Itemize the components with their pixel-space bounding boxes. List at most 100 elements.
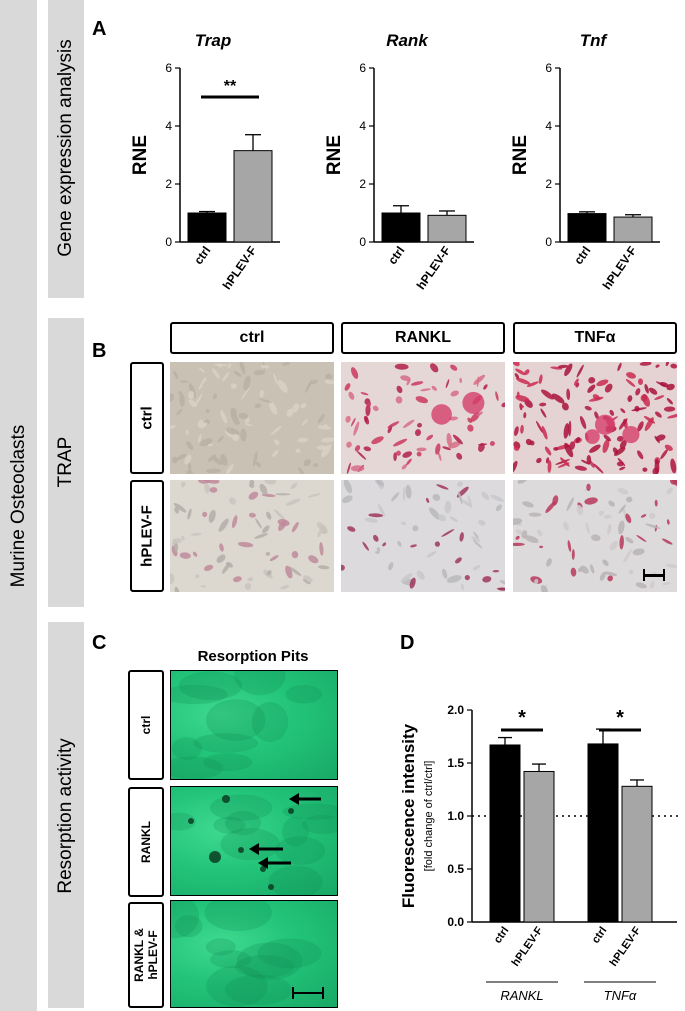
cell-mark (259, 398, 273, 403)
resorption-pit (188, 818, 194, 824)
y-tick-label: 2 (165, 177, 172, 191)
cell-mark (445, 379, 450, 389)
cell-mark (229, 497, 236, 505)
cell-mark (175, 538, 182, 544)
cell-mark (642, 467, 648, 472)
cell-mark (452, 434, 463, 445)
cell-mark (634, 405, 640, 412)
arrow-head (249, 843, 259, 855)
cell-mark (570, 567, 577, 577)
panel-letter-d: D (400, 632, 415, 654)
cell-mark (516, 391, 520, 398)
cell-mark (585, 522, 590, 534)
cell-mark (566, 497, 575, 511)
cell-mark (471, 536, 481, 542)
trap-column-header-rankl: RANKL (341, 322, 505, 354)
cell-mark (618, 504, 626, 514)
cell-mark (662, 581, 671, 586)
cell-mark (192, 551, 198, 557)
y-axis-sublabel: [fold change of ctrl/ctrl] (423, 761, 435, 872)
murine-osteoclasts-sidebar (0, 0, 37, 1011)
cell-mark (200, 585, 207, 588)
cell-mark (350, 367, 359, 379)
cell-mark (347, 526, 356, 532)
cell-mark (428, 507, 441, 520)
cell-mark (173, 502, 187, 513)
cell-mark (438, 514, 446, 522)
resorption-image-rankl-hplev (170, 900, 338, 1008)
fluorescence-patch (171, 737, 202, 760)
cell-mark (481, 491, 490, 501)
cell-mark (662, 538, 673, 545)
cell-mark (308, 555, 319, 564)
cell-mark (405, 484, 412, 499)
cell-mark (265, 551, 271, 556)
cell-mark (603, 434, 612, 442)
cell-mark (375, 551, 380, 554)
arrow-head (289, 793, 299, 805)
cell-mark (670, 458, 677, 474)
y-tick-label: 0 (359, 235, 366, 249)
cell-mark (341, 564, 345, 571)
cell-mark (195, 574, 200, 579)
cell-mark (382, 542, 387, 547)
y-tick-label: 1.5 (447, 756, 464, 770)
cell-mark (644, 417, 654, 431)
cell-mark (523, 412, 527, 419)
cell-mark (514, 373, 520, 379)
cell-mark (388, 562, 394, 571)
cell-mark (620, 408, 626, 414)
fluorescence-patch (203, 753, 253, 772)
cell-mark (280, 585, 290, 590)
cell-mark (462, 499, 472, 507)
x-tick-label: ctrl (590, 925, 610, 946)
cell-mark (637, 450, 644, 460)
cell-mark (412, 525, 419, 532)
cell-mark (317, 413, 325, 424)
cell-mark (560, 457, 570, 467)
cell-mark (173, 370, 179, 379)
bar-hplev-f (427, 214, 467, 243)
cell-mark (544, 446, 552, 456)
cell-mark (664, 444, 673, 451)
cell-mark (343, 480, 353, 494)
cell-mark (426, 497, 430, 503)
cell-mark (345, 415, 351, 423)
cell-mark (416, 447, 427, 452)
cell-mark (350, 417, 356, 427)
cell-mark (472, 565, 481, 571)
cell-mark (640, 394, 648, 402)
cell-mark (513, 445, 520, 451)
group-label: RANKL (500, 988, 543, 1003)
cell-mark (457, 481, 463, 487)
cell-mark (671, 480, 677, 488)
cell-mark (248, 512, 256, 518)
cell-mark (435, 443, 441, 455)
cell-mark (290, 482, 298, 490)
cell-mark (482, 576, 492, 583)
cell-mark (365, 402, 372, 411)
cell-mark (291, 521, 299, 533)
cell-mark (307, 493, 321, 498)
cell-mark (232, 576, 242, 583)
cell-mark (499, 580, 505, 585)
cell-mark (400, 573, 413, 583)
x-tick-label: hPLEV-F (414, 244, 454, 292)
bar-hplev-f (613, 216, 653, 243)
cell-mark (363, 446, 372, 452)
cell-mark (609, 540, 619, 551)
cell-mark (365, 416, 368, 422)
cell-mark (212, 456, 223, 465)
fluorescence-patch (251, 702, 289, 743)
cell-mark (199, 422, 208, 429)
cell-mark (632, 548, 645, 556)
cell-mark (546, 558, 552, 567)
cell-mark (225, 562, 233, 568)
cell-mark (665, 362, 670, 367)
cell-mark (230, 383, 237, 389)
cell-mark (444, 500, 452, 514)
y-tick-label: 6 (545, 61, 552, 75)
cell-mark (586, 483, 591, 491)
cell-mark (244, 582, 252, 590)
cell-mark (545, 501, 556, 513)
